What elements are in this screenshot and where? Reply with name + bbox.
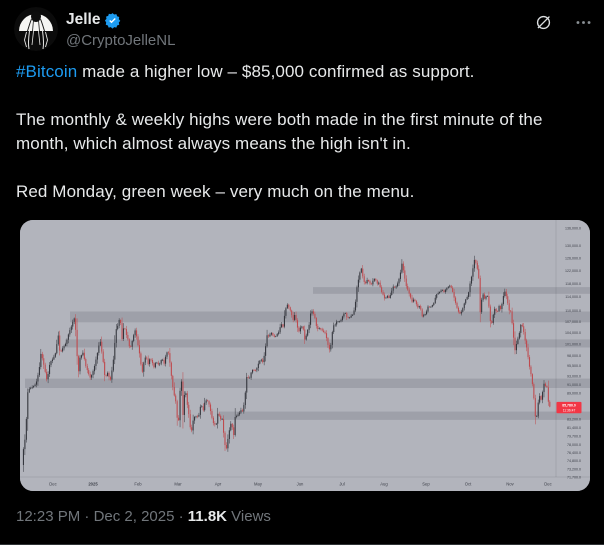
price-tick-label: 71,700.0 <box>567 476 581 480</box>
body-text: Red Monday, green week – very much on th… <box>16 182 415 201</box>
sr-zone <box>70 311 590 323</box>
sr-zone <box>313 287 590 294</box>
time-tick-label: Jul <box>339 482 344 487</box>
footer-separator: · <box>178 508 184 525</box>
price-tick-label: 98,000.0 <box>567 354 581 358</box>
body-text: The monthly & weekly highs were both mad… <box>16 110 543 153</box>
price-tick-label: 78,000.0 <box>567 443 581 447</box>
time-tick-label: Feb <box>134 482 142 487</box>
timestamp: 12:23 PM <box>16 508 81 525</box>
more-button[interactable] <box>570 9 596 35</box>
hashtag-link[interactable]: #Bitcoin <box>16 62 78 81</box>
time-tick-label: Sep <box>422 482 430 487</box>
price-tick-label: 89,000.0 <box>567 392 581 396</box>
price-tick-label: 122,000.0 <box>565 269 581 273</box>
handle: @CryptoJelleNL <box>66 32 176 49</box>
tweet-paragraph: The monthly & weekly highs were both mad… <box>16 108 591 156</box>
chart-media[interactable]: 136,000.0 130,000.0 126,000.0 122,000.0 118,… <box>20 220 590 491</box>
time-tick-label: Nov <box>506 482 514 487</box>
tweet-paragraph: #Bitcoin made a higher low – $85,000 con… <box>16 60 591 84</box>
tweet-paragraph: Red Monday, green week – very much on th… <box>16 180 591 204</box>
time-tick-label: Mar <box>174 482 182 487</box>
price-tick-label: 74,800.0 <box>567 459 581 463</box>
body-text: made a higher low – $85,000 confirmed as… <box>77 62 475 81</box>
last-price-tag: 85,780.011:36:47 <box>556 401 582 414</box>
grok-icon <box>536 15 550 29</box>
time-tick-label: Oct <box>465 482 472 487</box>
price-tick-label: 81,400.0 <box>567 426 581 430</box>
price-tick-label: 101,000.0 <box>565 342 581 346</box>
time-tick-label: 2025 <box>88 482 98 487</box>
views-label: Views <box>231 508 271 525</box>
price-tick-label: 83,200.0 <box>567 418 581 422</box>
time-tick-label: Dec <box>544 482 551 487</box>
time-tick-label: Apr <box>215 482 222 487</box>
price-tick-label: 118,000.0 <box>565 282 581 286</box>
avatar[interactable] <box>14 7 58 51</box>
time-tick-label: Aug <box>380 482 388 487</box>
time-tick-label: Jun <box>297 482 304 487</box>
candles-group <box>22 255 551 472</box>
price-tick-label: 107,000.0 <box>565 320 581 324</box>
price-tick-label: 126,000.0 <box>565 256 581 260</box>
time-axis-labels: Dec 2025 Feb Mar Apr May Jun Jul Aug Sep Oct Nov Dec <box>49 482 551 487</box>
tweet-body: #Bitcoin made a higher low – $85,000 con… <box>16 60 591 204</box>
price-tick-label: 104,000.0 <box>565 331 581 335</box>
views-count: 11.8K <box>187 508 227 525</box>
time-tick-label: Dec <box>49 482 56 487</box>
chart-svg: 136,000.0 130,000.0 126,000.0 122,000.0 118,… <box>20 220 590 491</box>
price-tick-label: 76,400.0 <box>567 451 581 455</box>
ellipsis-icon <box>576 20 590 24</box>
time-tick-label: May <box>254 482 263 487</box>
last-price-countdown: 11:36:47 <box>563 408 576 412</box>
price-tick-label: 114,000.0 <box>565 295 581 299</box>
sr-zone <box>220 411 590 420</box>
date: Dec 2, 2025 <box>93 508 175 525</box>
avatar-image <box>14 7 58 51</box>
footer-separator: · <box>84 508 90 525</box>
price-tick-label: 95,500.0 <box>567 364 581 368</box>
timestamp-row: 12:23 PM · Dec 2, 2025 · 11.8K Views <box>16 507 271 527</box>
verified-badge-icon <box>105 12 121 29</box>
price-axis-labels: 136,000.0 130,000.0 126,000.0 122,000.0 118,… <box>565 227 581 480</box>
price-tick-label: 110,000.0 <box>565 309 581 313</box>
price-tick-label: 93,000.0 <box>567 374 581 378</box>
price-tick-label: 130,000.0 <box>565 244 581 248</box>
last-price-value: 85,780.0 <box>562 404 576 408</box>
price-tick-label: 73,200.0 <box>567 468 581 472</box>
grok-button[interactable] <box>530 9 556 35</box>
sr-zone <box>25 378 590 388</box>
price-tick-label: 91,000.0 <box>567 383 581 387</box>
price-tick-label: 79,700.0 <box>567 434 581 438</box>
price-tick-label: 136,000.0 <box>565 227 581 231</box>
display-name[interactable]: Jelle <box>66 11 101 28</box>
